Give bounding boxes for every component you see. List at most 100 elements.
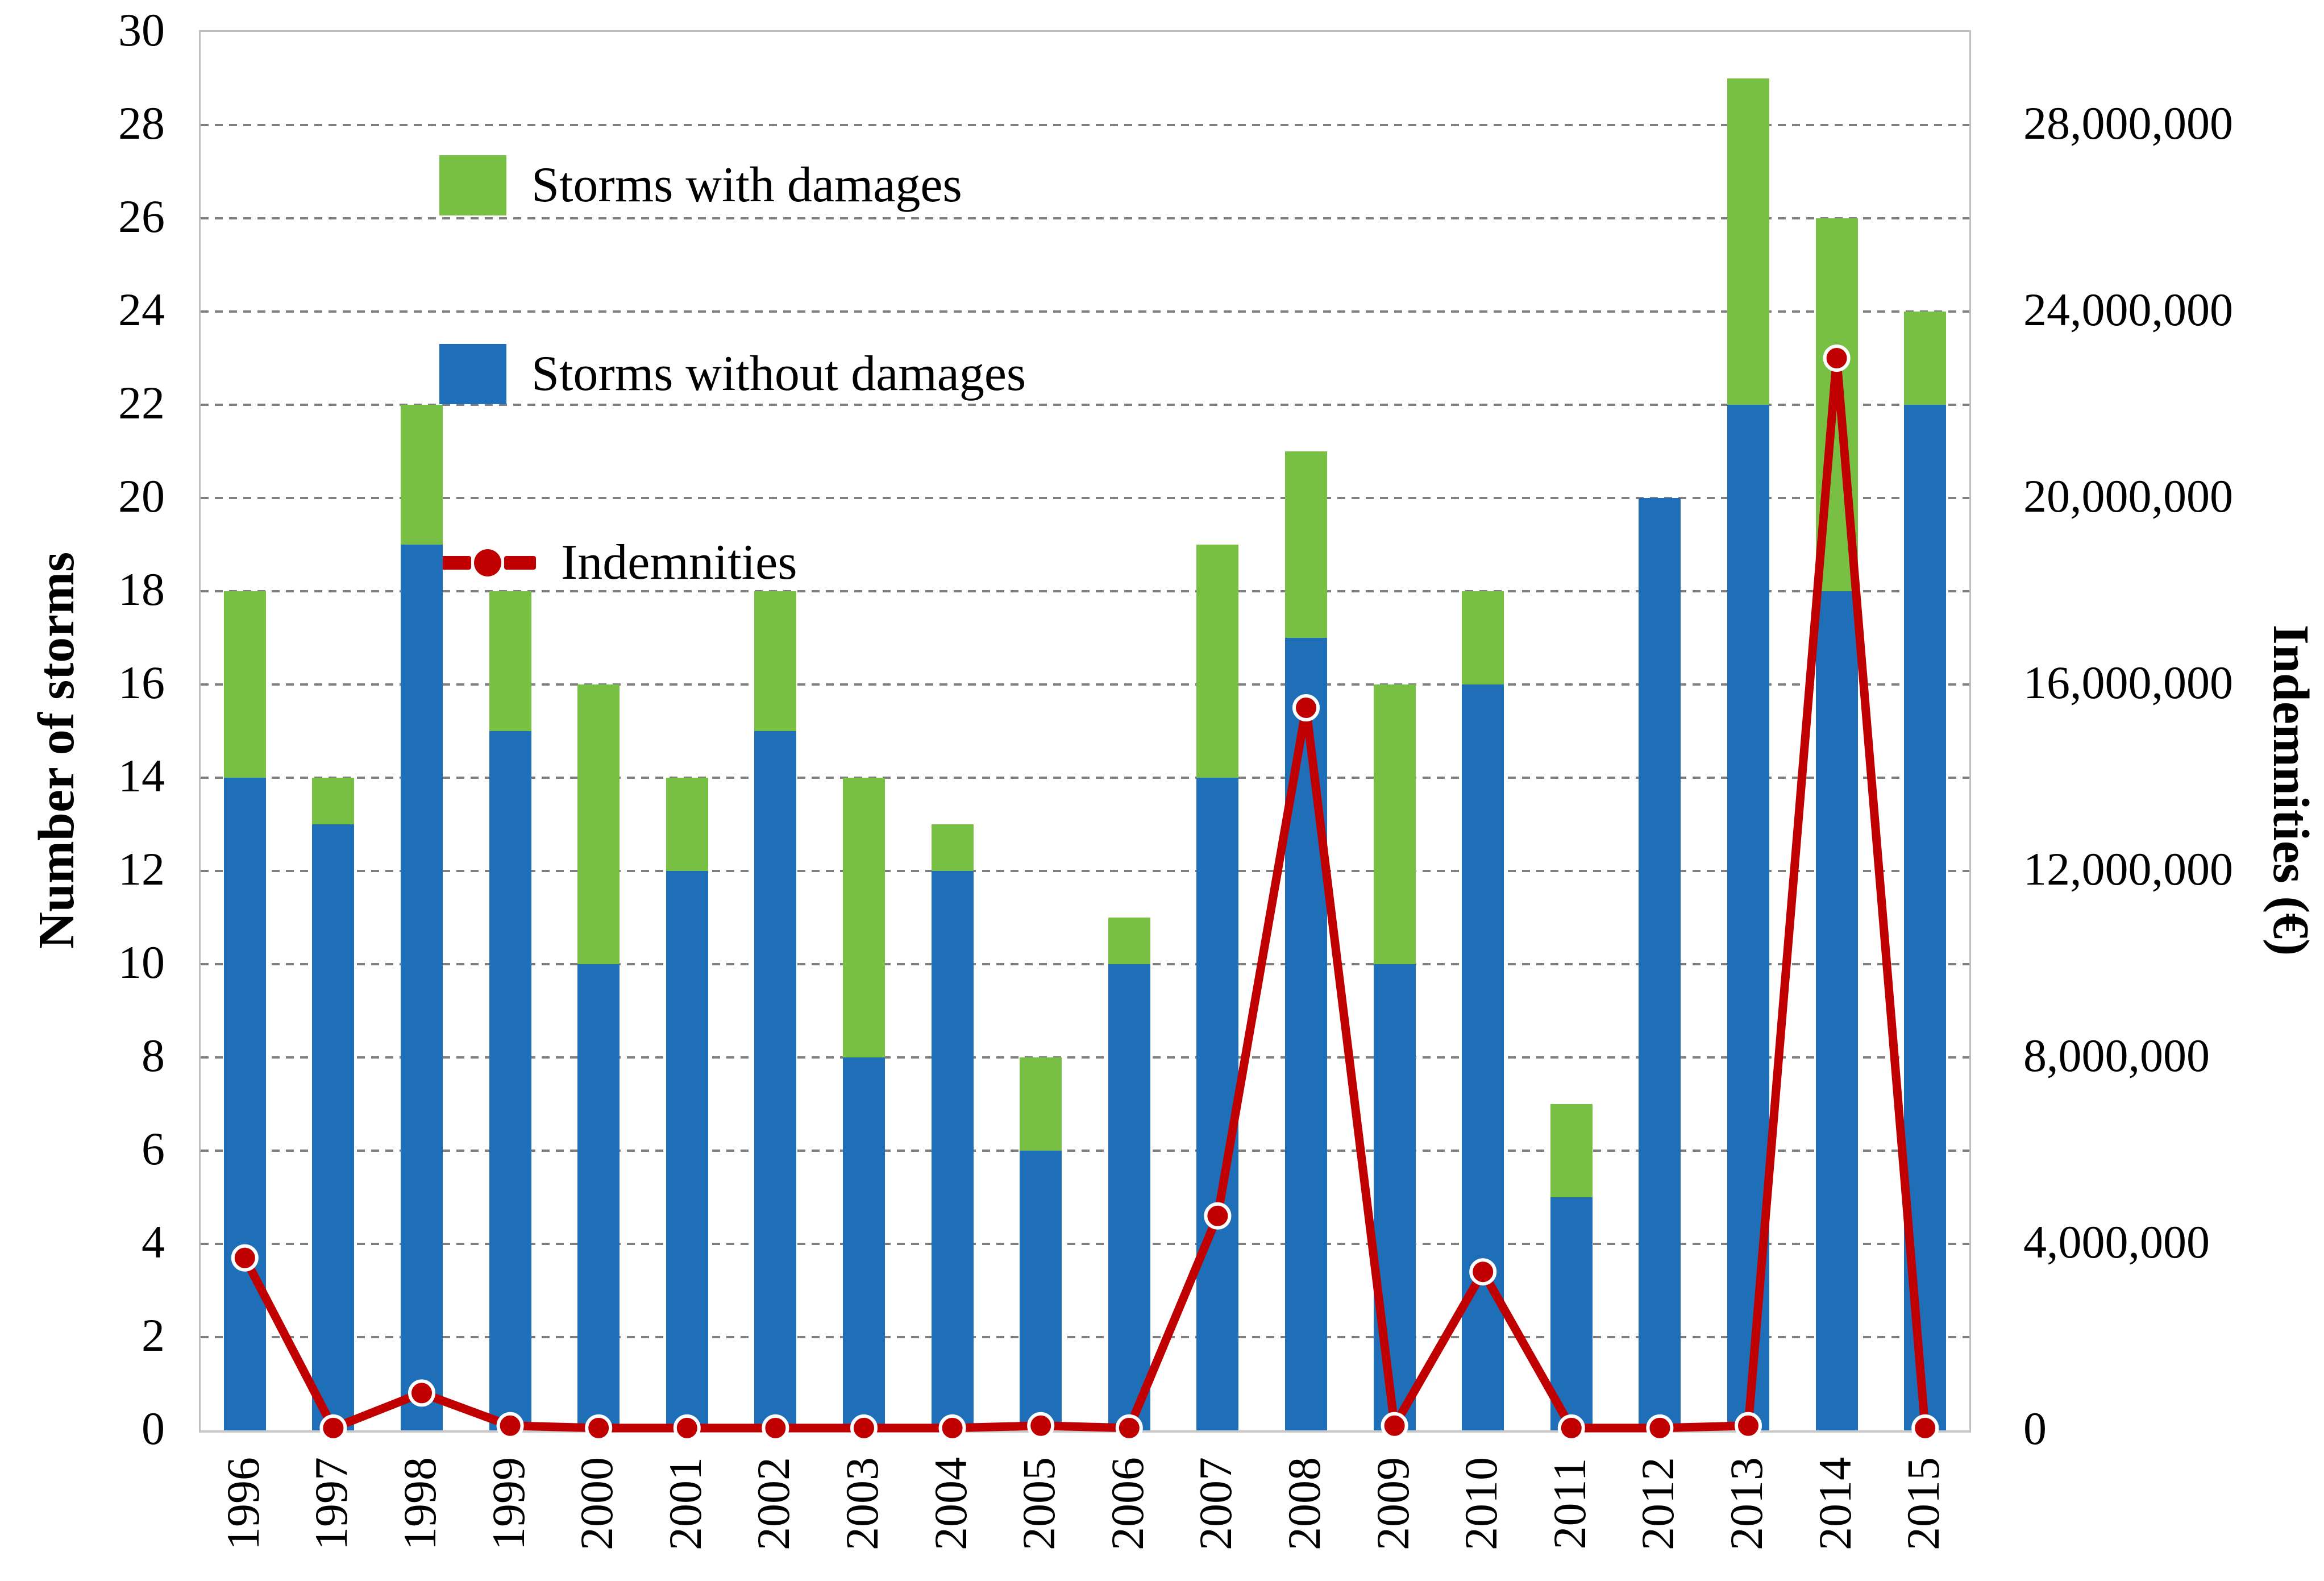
gridline-20 [201, 497, 1969, 499]
bar-with-damages-2000 [577, 684, 620, 964]
bar-with-damages-1997 [312, 778, 355, 824]
left-tick-12: 12 [118, 843, 165, 895]
indemnities-marker-2015 [1911, 1414, 1939, 1442]
bar-without-damages-2009 [1373, 964, 1416, 1430]
bar-without-damages-1999 [489, 731, 531, 1430]
bar-without-damages-2001 [666, 871, 708, 1430]
indemnities-marker-2011 [1557, 1414, 1585, 1442]
right-tick-12000000: 12,000,000 [2023, 843, 2233, 895]
gridline-12 [201, 870, 1969, 872]
gridline-8 [201, 1056, 1969, 1059]
left-tick-16: 16 [118, 657, 165, 708]
bar-with-damages-2003 [843, 778, 885, 1057]
right-axis-title: Indemnities (€) [2263, 624, 2319, 956]
left-tick-4: 4 [142, 1216, 165, 1268]
indemnities-marker-1998 [408, 1379, 435, 1407]
bar-with-damages-2001 [666, 778, 708, 871]
bar-without-damages-2003 [843, 1057, 885, 1430]
gridline-18 [201, 590, 1969, 592]
bar-with-damages-2007 [1196, 545, 1239, 778]
bar-without-damages-2004 [931, 871, 974, 1430]
indemnities-marker-2010 [1469, 1258, 1497, 1286]
left-tick-28: 28 [118, 97, 165, 149]
right-tick-28000000: 28,000,000 [2023, 97, 2233, 149]
blue-swatch-icon [439, 344, 506, 404]
indemnities-marker-2013 [1735, 1412, 1762, 1439]
indemnities-marker-2006 [1115, 1414, 1143, 1442]
bar-with-damages-2010 [1462, 591, 1504, 684]
red-dash-dot-line-icon [439, 533, 536, 593]
bar-with-damages-2011 [1550, 1104, 1593, 1197]
bar-without-damages-1998 [401, 545, 443, 1430]
gridline-16 [201, 683, 1969, 686]
legend-label-with-damages: Storms with damages [531, 157, 962, 213]
bar-without-damages-2014 [1815, 591, 1858, 1430]
left-tick-26: 26 [118, 190, 165, 242]
left-tick-20: 20 [118, 470, 165, 522]
bar-without-damages-2005 [1020, 1151, 1062, 1430]
left-tick-14: 14 [118, 750, 165, 802]
bar-with-damages-1999 [489, 591, 531, 731]
gridline-14 [201, 777, 1969, 779]
gridline-24 [201, 310, 1969, 313]
legend-item-indemnities: Indemnities [439, 520, 1026, 605]
bar-without-damages-2007 [1196, 778, 1239, 1430]
indemnities-marker-2003 [850, 1414, 878, 1442]
indemnities-marker-2005 [1027, 1412, 1055, 1439]
bar-with-damages-2004 [931, 824, 974, 871]
indemnities-line-layer [231, 345, 1939, 1442]
bar-with-damages-1996 [223, 591, 266, 778]
bar-without-damages-1997 [312, 824, 355, 1430]
right-tick-20000000: 20,000,000 [2023, 470, 2233, 522]
right-tick-8000000: 8,000,000 [2023, 1030, 2210, 1081]
left-tick-0: 0 [142, 1402, 165, 1454]
green-swatch-icon [439, 155, 506, 215]
left-tick-8: 8 [142, 1030, 165, 1081]
left-tick-10: 10 [118, 936, 165, 988]
bar-with-damages-2015 [1904, 312, 1947, 405]
left-tick-2: 2 [142, 1309, 165, 1361]
bar-without-damages-2010 [1462, 684, 1504, 1430]
indemnities-marker-2000 [585, 1414, 613, 1442]
bar-with-damages-2002 [754, 591, 797, 731]
indemnities-marker-2012 [1646, 1414, 1674, 1442]
indemnities-marker-1996 [231, 1244, 259, 1272]
bar-without-damages-2000 [577, 964, 620, 1430]
left-tick-30: 30 [118, 4, 165, 56]
bar-without-damages-1996 [223, 778, 266, 1430]
plot-area: Storms with damages Storms without damag… [199, 30, 1971, 1442]
bar-with-damages-2005 [1020, 1057, 1062, 1151]
legend-item-storms-without-damages: Storms without damages [439, 331, 1026, 417]
indemnities-marker-2007 [1204, 1202, 1232, 1230]
bar-with-damages-2013 [1727, 78, 1769, 405]
bar-with-damages-1998 [401, 405, 443, 545]
bar-without-damages-2011 [1550, 1197, 1593, 1430]
indemnities-marker-1997 [319, 1414, 347, 1442]
bar-with-damages-2006 [1108, 918, 1150, 964]
bar-without-damages-2006 [1108, 964, 1150, 1430]
bar-with-damages-2008 [1285, 451, 1327, 638]
legend: Storms with damages Storms without damag… [439, 143, 1026, 605]
left-tick-24: 24 [118, 284, 165, 335]
left-tick-18: 18 [118, 563, 165, 615]
indemnities-marker-2009 [1381, 1412, 1408, 1439]
indemnities-marker-2014 [1823, 345, 1851, 372]
indemnities-marker-2008 [1292, 694, 1320, 721]
indemnities-marker-1999 [496, 1412, 524, 1439]
gridline-22 [201, 404, 1969, 406]
legend-label-without-damages: Storms without damages [531, 346, 1026, 401]
bar-without-damages-2012 [1639, 498, 1681, 1430]
right-tick-24000000: 24,000,000 [2023, 284, 2233, 335]
gridline-4 [201, 1243, 1969, 1245]
indemnities-marker-2002 [762, 1414, 789, 1442]
bar-with-damages-2009 [1373, 684, 1416, 964]
gridline-6 [201, 1150, 1969, 1152]
right-tick-0: 0 [2023, 1402, 2047, 1454]
gridline-10 [201, 963, 1969, 965]
indemnities-line [240, 354, 1930, 1433]
legend-item-storms-with-damages: Storms with damages [439, 143, 1026, 228]
right-tick-16000000: 16,000,000 [2023, 657, 2233, 708]
right-tick-4000000: 4,000,000 [2023, 1216, 2210, 1268]
gridline-26 [201, 217, 1969, 219]
